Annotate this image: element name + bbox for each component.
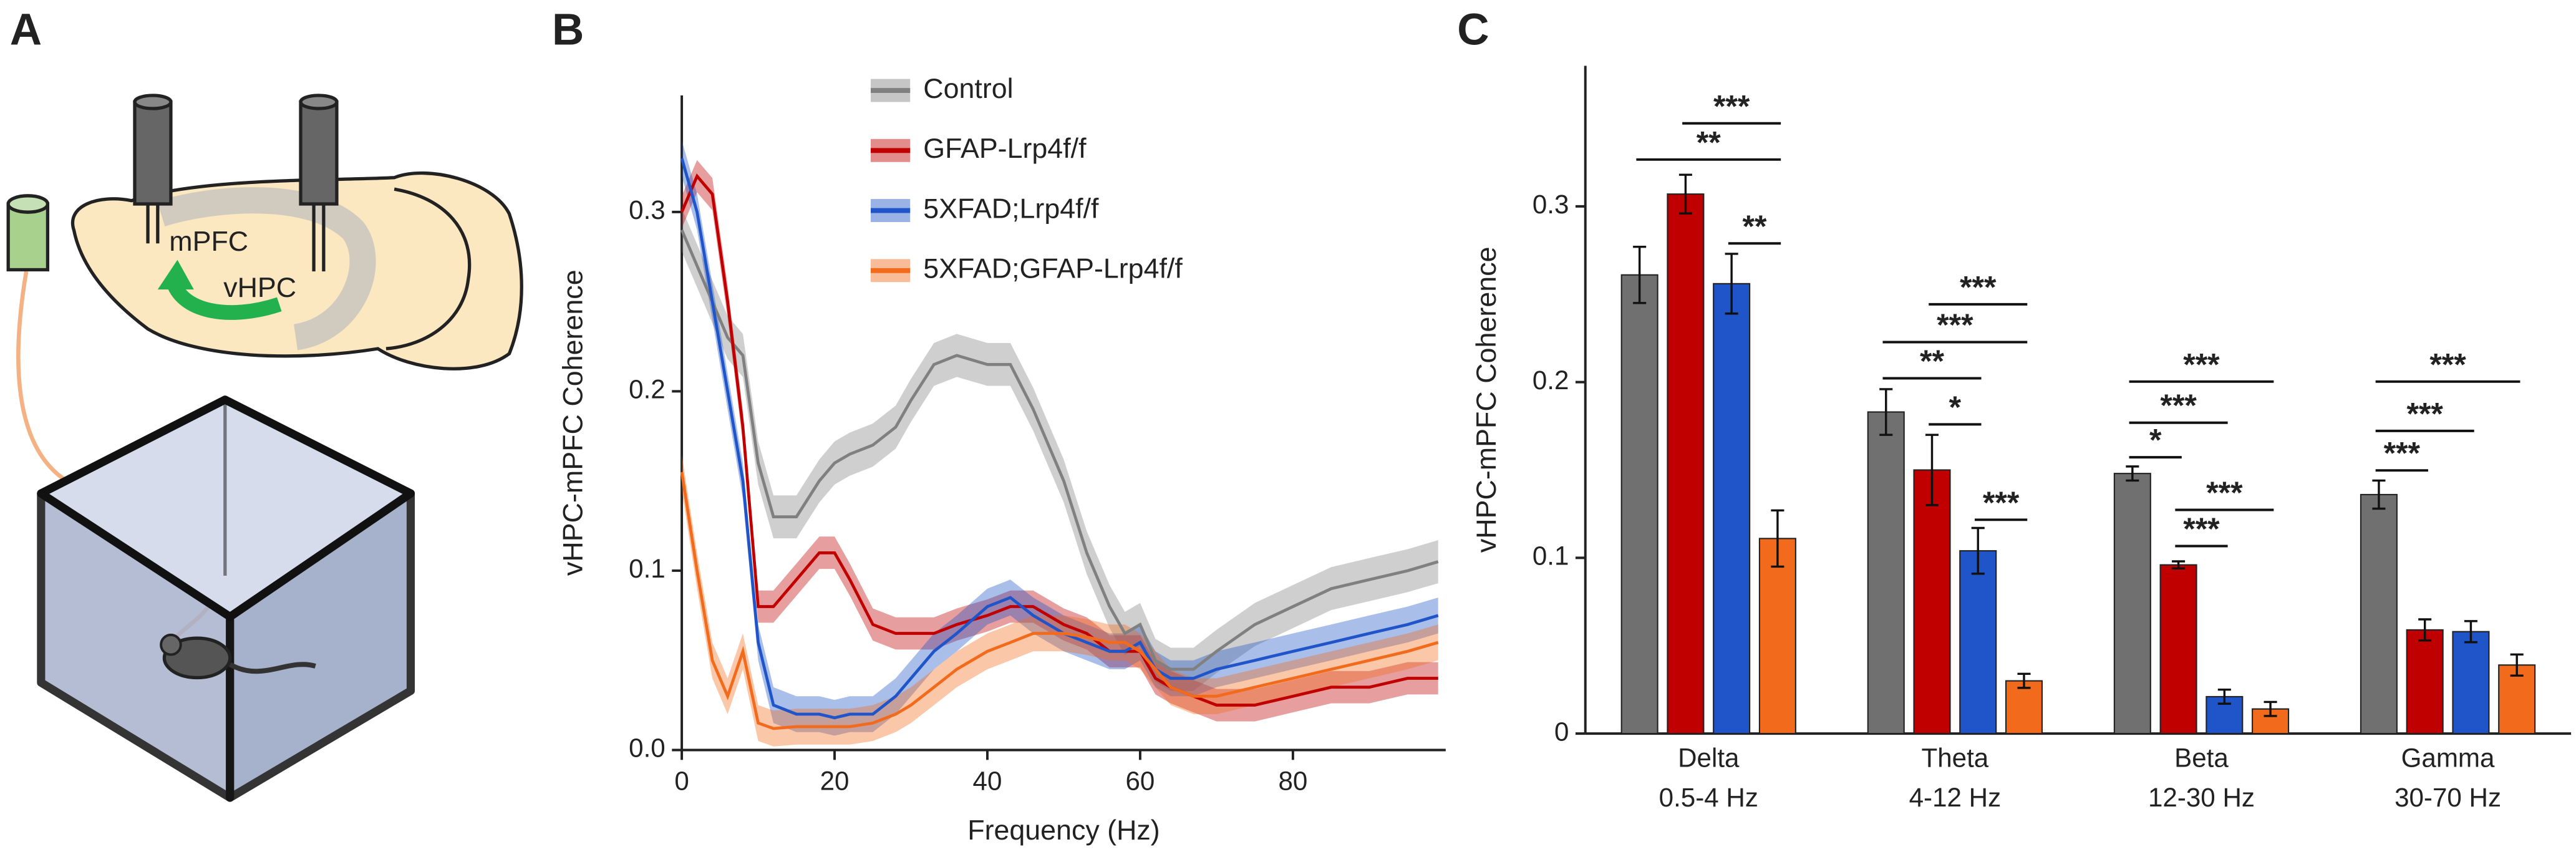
bar — [1713, 283, 1751, 735]
bar — [1867, 411, 1905, 735]
error-band — [682, 454, 1438, 747]
series-line — [680, 472, 1439, 730]
x-axis-label: Frequency (Hz) — [967, 815, 1160, 846]
significance-label: *** — [2206, 475, 2243, 510]
x-tick-label: 60 — [1126, 766, 1155, 795]
y-tick-label: 0.3 — [629, 195, 666, 225]
panel-letter: A — [10, 6, 42, 55]
significance-label: *** — [1983, 485, 2020, 520]
significance-label: ** — [1743, 209, 1767, 244]
significance-label: *** — [1960, 269, 1997, 304]
bar — [2406, 629, 2444, 735]
y-tick-label: 0 — [1554, 717, 1569, 746]
legend-label: GFAP-Lrp4f/f — [923, 133, 1087, 164]
significance-label: *** — [1937, 307, 1973, 342]
region-label: vHPC — [223, 272, 296, 303]
y-axis-label: vHPC-mPFC Coherence — [1471, 246, 1502, 553]
bar — [2452, 631, 2490, 735]
x-tick-label: Theta — [1922, 743, 1989, 772]
bar — [2159, 564, 2197, 735]
significance-label: *** — [2183, 347, 2220, 382]
significance-label: ** — [1697, 125, 1721, 160]
y-tick-label: 0.2 — [629, 375, 666, 404]
y-tick-label: 0.3 — [1533, 190, 1569, 219]
significance-label: * — [1949, 390, 1962, 425]
error-band — [682, 208, 1438, 691]
x-tick-sublabel: 30-70 Hz — [2394, 783, 2501, 812]
bar — [1959, 550, 1997, 735]
legend-label: 5XFAD;GFAP-Lrp4f/f — [923, 253, 1183, 284]
y-tick-label: 0.2 — [1533, 365, 1569, 395]
x-tick-label: 0 — [674, 766, 689, 795]
significance-label: *** — [2406, 396, 2443, 431]
panel-a: A mPFC vHPC — [6, 6, 523, 802]
error-band — [682, 140, 1438, 736]
arrow-head — [157, 259, 194, 290]
bar — [1758, 538, 1796, 735]
bar — [1667, 193, 1705, 735]
brain — [70, 172, 523, 370]
significance-label: *** — [2183, 511, 2220, 546]
significance-label: *** — [2429, 347, 2466, 382]
panel-c: C 0 0.1 0.2 0.3 vHPC-mPFC Coherence Delta 0.5-… — [1457, 6, 2572, 812]
hippocampus — [157, 187, 376, 351]
significance-label: *** — [1713, 89, 1750, 123]
panel-letter: B — [552, 6, 584, 55]
bar — [1913, 469, 1951, 735]
legend-label: Control — [923, 73, 1013, 104]
series-line — [680, 158, 1439, 720]
region-label: mPFC — [169, 226, 248, 257]
significance-label: *** — [2384, 436, 2421, 471]
x-tick-sublabel: 12-30 Hz — [2148, 783, 2255, 812]
error-band — [682, 160, 1438, 722]
significance-label: * — [2149, 423, 2162, 458]
bar — [2113, 473, 2151, 735]
y-tick-label: 0.1 — [1533, 541, 1569, 571]
bar — [1620, 274, 1658, 735]
electrodes — [133, 94, 339, 272]
significance-label: *** — [2160, 388, 2197, 423]
connector — [6, 194, 50, 272]
series-line — [680, 173, 1438, 707]
panel-b: B 0.0 0.1 0.2 0.3 vHPC-mPFC Coherence 0 20 40 60… — [552, 6, 1446, 846]
y-tick-label: 0.1 — [629, 554, 666, 583]
panel-letter: C — [1457, 6, 1489, 55]
bar — [2360, 493, 2398, 735]
x-tick-label: 80 — [1278, 766, 1307, 795]
x-tick-label: 40 — [973, 766, 1002, 795]
significance-label: ** — [1920, 344, 1944, 379]
x-tick-label: 20 — [820, 766, 850, 795]
series-line — [680, 229, 1439, 671]
x-tick-label: Beta — [2174, 743, 2229, 772]
mouse — [160, 633, 316, 680]
x-tick-sublabel: 4-12 Hz — [1909, 783, 2002, 812]
legend-label: 5XFAD;Lrp4f/f — [923, 193, 1099, 224]
x-tick-label: Delta — [1678, 743, 1740, 772]
cerebellum-outline — [385, 187, 472, 351]
y-tick-label: 0.0 — [629, 733, 666, 763]
bar — [2005, 680, 2043, 735]
y-axis-label: vHPC-mPFC Coherence — [558, 269, 589, 576]
x-tick-label: Gamma — [2401, 743, 2495, 772]
pathway-arrow — [165, 277, 282, 320]
x-tick-sublabel: 0.5-4 Hz — [1659, 783, 1758, 812]
cage — [37, 395, 415, 802]
